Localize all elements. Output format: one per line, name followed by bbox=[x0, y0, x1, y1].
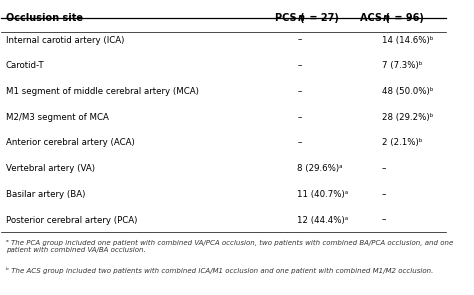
Text: ᵃ The PCA group included one patient with combined VA/PCA occlusion, two patient: ᵃ The PCA group included one patient wit… bbox=[6, 240, 453, 253]
Text: –: – bbox=[297, 113, 301, 122]
Text: = 27): = 27) bbox=[306, 13, 339, 23]
Text: 8 (29.6%)ᵃ: 8 (29.6%)ᵃ bbox=[297, 164, 343, 173]
Text: –: – bbox=[382, 164, 386, 173]
Text: Anterior cerebral artery (ACA): Anterior cerebral artery (ACA) bbox=[6, 138, 135, 148]
Text: Vertebral artery (VA): Vertebral artery (VA) bbox=[6, 164, 95, 173]
Text: ᵇ The ACS group included two patients with combined ICA/M1 occlusion and one pat: ᵇ The ACS group included two patients wi… bbox=[6, 267, 433, 274]
Text: 12 (44.4%)ᵃ: 12 (44.4%)ᵃ bbox=[297, 216, 348, 224]
Text: M2/M3 segment of MCA: M2/M3 segment of MCA bbox=[6, 113, 109, 122]
Text: = 96): = 96) bbox=[391, 13, 424, 23]
Text: 28 (29.2%)ᵇ: 28 (29.2%)ᵇ bbox=[382, 113, 433, 122]
Text: –: – bbox=[297, 87, 301, 96]
Text: –: – bbox=[297, 36, 301, 45]
Text: 48 (50.0%)ᵇ: 48 (50.0%)ᵇ bbox=[382, 87, 433, 96]
Text: 2 (2.1%)ᵇ: 2 (2.1%)ᵇ bbox=[382, 138, 422, 148]
Text: Occlusion site: Occlusion site bbox=[6, 13, 83, 23]
Text: Carotid-T: Carotid-T bbox=[6, 61, 45, 70]
Text: –: – bbox=[382, 190, 386, 199]
Text: –: – bbox=[297, 61, 301, 70]
Text: Internal carotid artery (ICA): Internal carotid artery (ICA) bbox=[6, 36, 124, 45]
Text: 11 (40.7%)ᵃ: 11 (40.7%)ᵃ bbox=[297, 190, 348, 199]
Text: 7 (7.3%)ᵇ: 7 (7.3%)ᵇ bbox=[382, 61, 422, 70]
Text: M1 segment of middle cerebral artery (MCA): M1 segment of middle cerebral artery (MC… bbox=[6, 87, 199, 96]
Text: –: – bbox=[297, 138, 301, 148]
Text: n: n bbox=[298, 13, 305, 23]
Text: n: n bbox=[383, 13, 390, 23]
Text: PCS (: PCS ( bbox=[275, 13, 304, 23]
Text: –: – bbox=[382, 216, 386, 224]
Text: 14 (14.6%)ᵇ: 14 (14.6%)ᵇ bbox=[382, 36, 433, 45]
Text: ACS (: ACS ( bbox=[360, 13, 390, 23]
Text: Basilar artery (BA): Basilar artery (BA) bbox=[6, 190, 85, 199]
Text: Posterior cerebral artery (PCA): Posterior cerebral artery (PCA) bbox=[6, 216, 137, 224]
